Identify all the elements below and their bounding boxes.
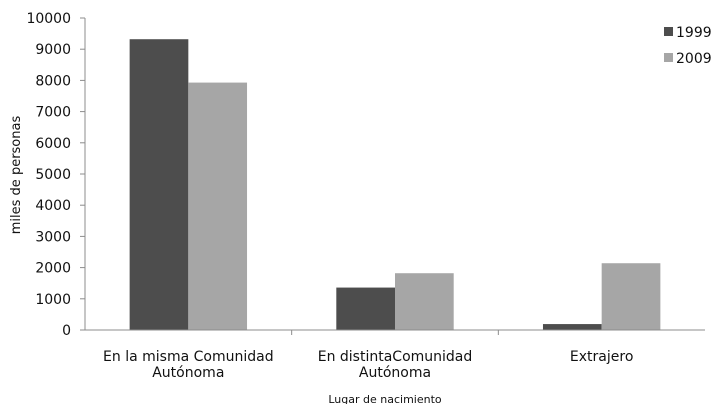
category-label: En distintaComunidad: [318, 349, 473, 365]
bar-1999-2: [542, 324, 602, 330]
y-tick-label: 5000: [35, 167, 71, 183]
category-label: En la misma Comunidad: [103, 349, 274, 365]
y-tick-label: 3000: [35, 229, 71, 245]
y-tick-label: 7000: [35, 105, 71, 121]
legend-label-1999: 1999: [676, 25, 712, 41]
category-label: Extrajero: [570, 349, 633, 365]
bars: [129, 39, 661, 330]
bar-2009-1: [395, 273, 454, 330]
x-axis-label: Lugar de nacimiento: [328, 393, 442, 404]
legend-swatch-2009: [664, 53, 673, 62]
legend: 1999 2009: [664, 25, 712, 67]
bar-1999-0: [129, 39, 189, 330]
y-axis: 0 1000 2000 3000 4000 5000 6000 7000 8000 9000 100…: [26, 11, 86, 339]
y-tick-label: 9000: [35, 42, 71, 58]
y-tick-label: 0: [62, 323, 71, 339]
y-axis-label: miles de personas: [9, 116, 24, 235]
legend-swatch-1999: [664, 27, 673, 36]
y-tick-label: 2000: [35, 261, 71, 277]
bar-2009-0: [188, 82, 248, 330]
bar-1999-1: [336, 287, 395, 330]
bar-2009-2: [601, 263, 661, 330]
legend-label-2009: 2009: [676, 51, 712, 67]
y-tick-label: 6000: [35, 136, 71, 152]
y-tick-label: 4000: [35, 198, 71, 214]
y-tick-label: 10000: [26, 11, 71, 27]
y-tick-label: 1000: [35, 292, 71, 308]
category-label: Autónoma: [359, 365, 431, 381]
y-tick-label: 8000: [35, 73, 71, 89]
category-label: Autónoma: [152, 365, 224, 381]
